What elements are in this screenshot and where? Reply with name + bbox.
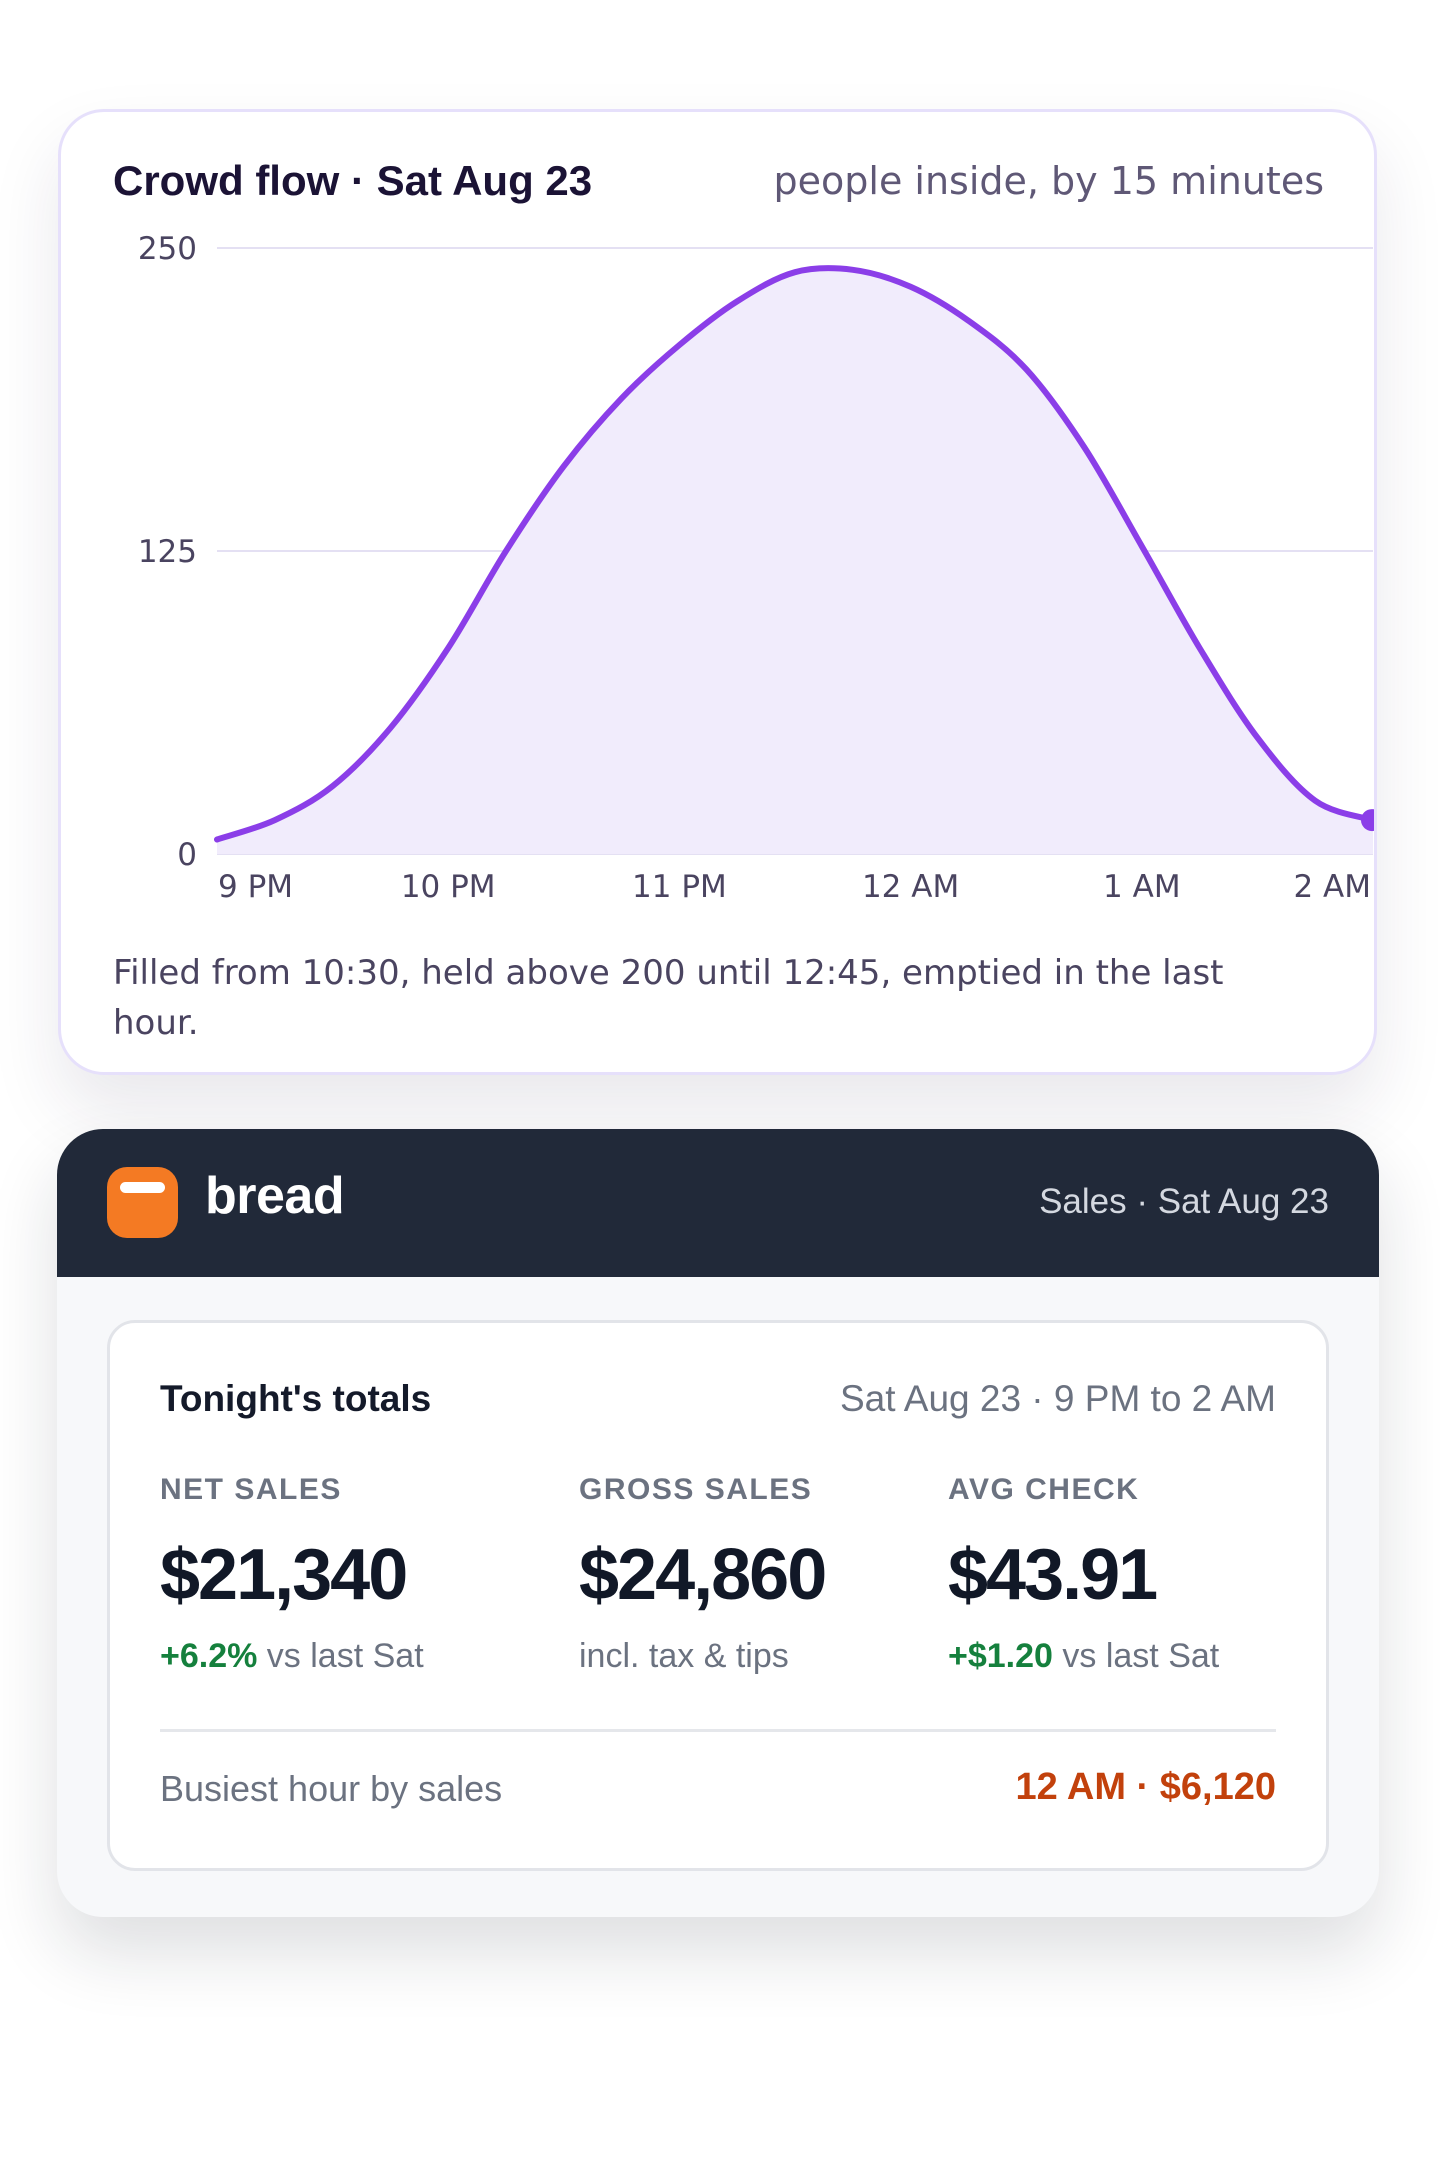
metric-value: $24,860 bbox=[579, 1535, 827, 1615]
x-tick-label: 1 AM bbox=[1103, 869, 1181, 905]
crowd-series-line bbox=[214, 265, 1374, 843]
y-tick-label: 125 bbox=[138, 534, 197, 570]
metric-note: incl. tax & tips bbox=[579, 1637, 825, 1676]
bread-header-subtitle: Sales · Sat Aug 23 bbox=[1039, 1182, 1329, 1221]
divider bbox=[160, 1729, 1276, 1732]
metric-net-sales: NET SALES $21,340 +6.2% vs last Sat bbox=[160, 1473, 424, 1676]
y-tick-label: 0 bbox=[177, 837, 197, 873]
metric-label: GROSS SALES bbox=[579, 1473, 813, 1506]
metric-note: +6.2% vs last Sat bbox=[160, 1637, 424, 1676]
metric-delta: +6.2% bbox=[160, 1637, 258, 1675]
bread-brand-name: bread bbox=[205, 1167, 345, 1225]
bread-sales-card: bread Sales · Sat Aug 23 Tonight's total… bbox=[57, 1129, 1379, 1917]
bread-header: bread Sales · Sat Aug 23 bbox=[57, 1129, 1379, 1277]
y-tick-label: 250 bbox=[138, 231, 197, 267]
metric-gross-sales: GROSS SALES $24,860 incl. tax & tips bbox=[579, 1473, 827, 1676]
metric-note: +$1.20 vs last Sat bbox=[948, 1637, 1219, 1676]
crowd-flow-note: Filled from 10:30, held above 200 until … bbox=[113, 953, 1224, 1043]
bread-logo-icon bbox=[107, 1167, 178, 1238]
crowd-flow-chart: 0 125 250 9 PM 10 PM 11 PM 12 AM 1 AM 2 AM bbox=[138, 231, 1374, 905]
metric-avg-check: AVG CHECK $43.91 +$1.20 vs last Sat bbox=[948, 1473, 1219, 1676]
busiest-hour-label: Busiest hour by sales bbox=[160, 1768, 503, 1809]
x-tick-label: 12 AM bbox=[862, 869, 959, 905]
x-tick-label: 9 PM bbox=[218, 869, 293, 905]
metric-label: AVG CHECK bbox=[948, 1473, 1140, 1506]
metric-note-text: incl. tax & tips bbox=[579, 1637, 789, 1675]
crowd-flow-subtitle: people inside, by 15 minutes bbox=[773, 159, 1324, 203]
crowd-endpoint-dot bbox=[1361, 809, 1374, 832]
busiest-hour-value: 12 AM · $6,120 bbox=[1015, 1766, 1276, 1808]
x-tick-label: 11 PM bbox=[632, 869, 727, 905]
metric-note-text: vs last Sat bbox=[1052, 1637, 1220, 1675]
x-tick-label: 2 AM bbox=[1293, 869, 1371, 905]
metric-delta: +$1.20 bbox=[948, 1637, 1053, 1675]
metric-note-text: vs last Sat bbox=[257, 1637, 424, 1675]
crowd-flow-title: Crowd flow · Sat Aug 23 bbox=[113, 157, 593, 204]
metric-value: $21,340 bbox=[160, 1535, 408, 1615]
crowd-flow-card: 0 125 250 9 PM 10 PM 11 PM 12 AM 1 AM 2 AM Crowd… bbox=[58, 109, 1377, 1075]
totals-title: Tonight's totals bbox=[160, 1378, 432, 1419]
x-tick-label: 10 PM bbox=[401, 869, 496, 905]
metric-label: NET SALES bbox=[160, 1473, 342, 1506]
metric-value: $43.91 bbox=[948, 1535, 1158, 1615]
tonights-totals-panel: Tonight's totals Sat Aug 23 · 9 PM to 2 … bbox=[107, 1320, 1329, 1871]
crowd-area-fill bbox=[217, 268, 1373, 854]
totals-date-range: Sat Aug 23 · 9 PM to 2 AM bbox=[839, 1378, 1276, 1419]
